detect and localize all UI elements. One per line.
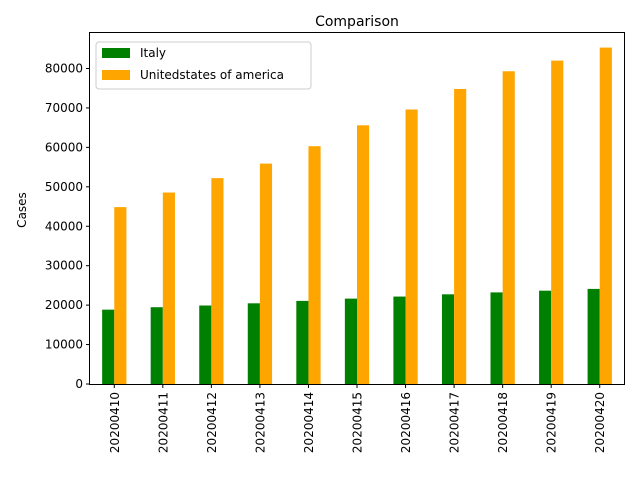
bar-italy-20200413 [247, 303, 260, 384]
x-tick-label: 20200411 [156, 392, 170, 453]
bar-italy-20200420 [587, 288, 600, 384]
legend-label-usa: Unitedstates of america [140, 68, 284, 82]
y-tick-label: 80000 [45, 61, 83, 75]
x-tick-label: 20200420 [593, 392, 607, 453]
y-tick-label: 70000 [45, 101, 83, 115]
x-tick-label: 20200415 [351, 392, 365, 453]
bar-usa-20200412 [211, 178, 224, 384]
bar-italy-20200416 [393, 296, 406, 384]
chart-title: Comparison [315, 14, 399, 30]
y-axis-ticks: 0 10000 20000 30000 40000 50000 60000 70000 8000… [45, 61, 90, 391]
x-tick-label: 20200419 [545, 392, 559, 453]
legend-swatch-usa [102, 70, 130, 80]
legend-label-italy: Italy [140, 46, 166, 60]
y-axis-label: Cases [15, 192, 29, 228]
bar-italy-20200418 [490, 292, 503, 384]
bar-usa-20200411 [162, 192, 175, 384]
y-tick-label: 10000 [45, 338, 83, 352]
bar-usa-20200418 [502, 71, 515, 384]
bar-usa-20200413 [259, 163, 273, 384]
legend-box [95, 41, 312, 90]
bar-italy-20200410 [102, 309, 115, 384]
x-tick-label: 20200418 [496, 392, 510, 453]
legend-swatch-italy [102, 48, 130, 58]
x-tick-label: 20200413 [253, 392, 267, 453]
bar-italy-20200415 [344, 298, 357, 384]
bar-italy-20200417 [441, 294, 455, 384]
bar-usa-20200415 [357, 125, 370, 384]
y-tick-label: 50000 [45, 180, 83, 194]
x-tick-label: 20200417 [448, 392, 462, 453]
bar-usa-20200414 [308, 146, 321, 384]
bar-usa-20200420 [599, 47, 612, 385]
x-tick-label: 20200410 [108, 392, 122, 453]
y-tick-label: 60000 [45, 140, 83, 154]
bars [102, 47, 612, 385]
bar-usa-20200416 [405, 109, 418, 384]
bar-italy-20200419 [539, 290, 552, 384]
bar-usa-20200410 [114, 207, 127, 384]
bar-usa-20200419 [551, 60, 564, 385]
y-tick-label: 0 [75, 377, 83, 391]
legend: Italy Unitedstates of america [95, 41, 312, 90]
x-tick-label: 20200414 [302, 392, 316, 453]
bar-usa-20200417 [454, 89, 467, 384]
bar-italy-20200411 [150, 307, 163, 384]
bar-italy-20200414 [296, 300, 309, 384]
x-tick-label: 20200416 [399, 392, 413, 453]
y-tick-label: 30000 [45, 259, 83, 273]
x-axis-ticks: 20200410 20200411 20200412 20200413 20200414… [108, 384, 607, 453]
y-tick-label: 40000 [45, 219, 83, 233]
bar-italy-20200412 [199, 305, 212, 384]
x-tick-label: 20200412 [205, 392, 219, 453]
plot-frame [89, 32, 625, 385]
y-tick-label: 20000 [45, 298, 83, 312]
